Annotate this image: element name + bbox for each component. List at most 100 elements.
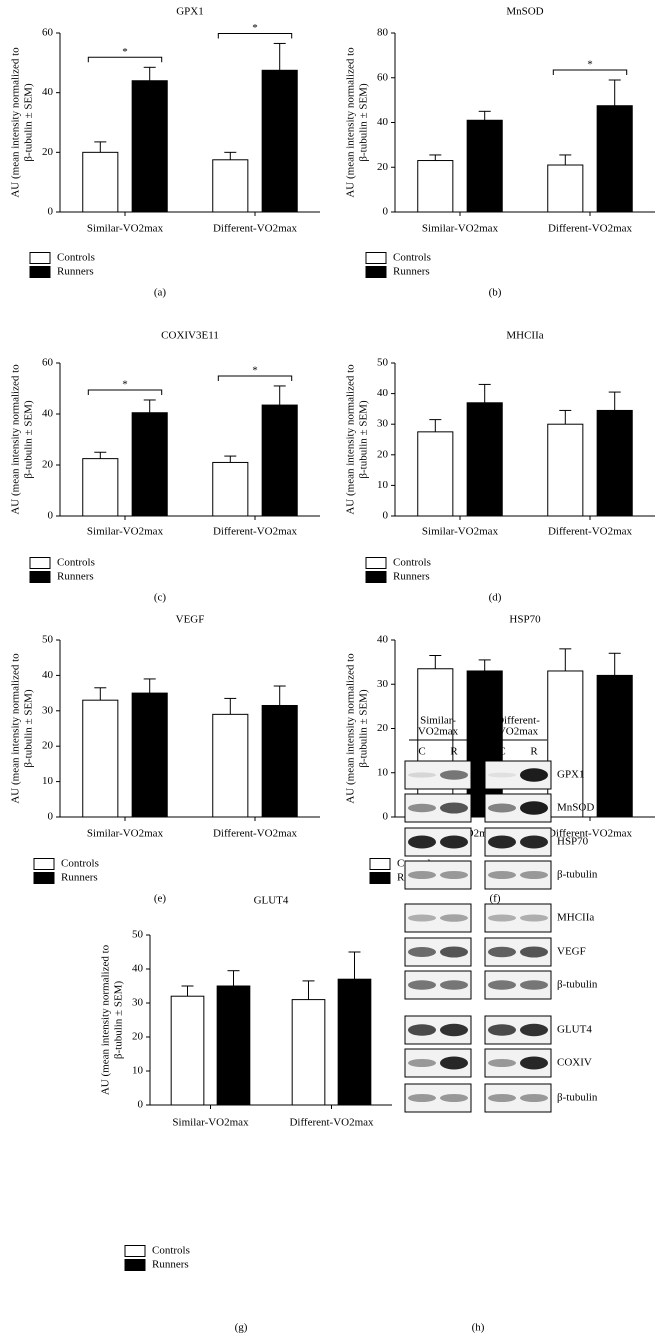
x-tick-label: Similar-VO2max [87,828,164,840]
blot-row-label: VEGF [557,946,586,958]
blot-row-label: GLUT4 [557,1024,592,1036]
blot-row-label: HSP70 [557,836,589,848]
blot-row-label: GPX1 [557,769,585,781]
significance-mark: * [122,46,128,58]
legend-label: Controls [393,252,431,264]
y-tick-label: 0 [48,206,54,218]
y-tick-label: 40 [42,408,54,420]
blot-band [408,803,436,813]
y-tick-label: 60 [42,27,54,39]
blot-band [440,770,468,780]
blot-box [404,1083,472,1113]
blot-band [488,1024,516,1036]
bar [466,402,503,517]
blot-band [440,871,468,879]
y-tick-label: 0 [383,510,389,522]
x-tick-label: Different-VO2max [213,828,298,840]
blot-band [488,946,516,958]
y-tick-label: 20 [42,740,54,752]
blot-band [520,1023,548,1037]
legend-swatch [124,1259,146,1271]
blot-band [440,914,468,922]
legend-swatch [33,872,55,884]
bar [131,80,168,213]
blot-band [520,801,548,815]
y-tick-label: 30 [377,418,389,430]
legend-swatch [29,557,51,569]
blot-band [408,1094,436,1102]
chart-title: GLUT4 [254,895,289,907]
blot-band [520,1056,548,1070]
y-tick-label: 20 [377,161,389,173]
legend-label: Runners [57,266,94,278]
blot-band [520,871,548,879]
bar [547,423,584,517]
bar [417,431,454,517]
y-axis-label: AU (mean intensity normalized to [345,364,357,515]
panel-label: (h) [472,1322,485,1334]
significance-bracket [87,389,163,395]
y-axis-label: β-tubulin ± SEM) [358,400,370,479]
blot-band [440,1094,468,1102]
blot-band [520,980,548,990]
bar [417,668,454,818]
significance-bracket [217,32,293,39]
bar [261,404,298,517]
blot-box [484,1083,552,1113]
chart-title: COXIV3E11 [161,330,219,342]
blot-band [408,772,436,778]
chart-title: HSP70 [509,614,541,626]
blot-band [488,772,516,778]
y-tick-label: 0 [383,206,389,218]
y-tick-label: 20 [42,459,54,471]
y-tick-label: 40 [377,634,389,646]
blot-lane-label: R [450,746,458,758]
blot-lane-label: C [498,746,505,758]
significance-bracket [217,375,293,381]
x-tick-label: Similar-VO2max [87,526,164,538]
blot-band [488,1094,516,1102]
legend-label: Runners [393,571,430,583]
y-tick-label: 20 [132,1031,144,1043]
blot-band [488,835,516,849]
blot-band [408,980,436,990]
x-tick-label: Different-VO2max [548,526,633,538]
chart-title: MHCIIa [506,330,543,342]
legend-swatch [365,557,387,569]
blot-band [440,1056,468,1070]
blot-group-label: Similar- [420,715,456,727]
blot-band [520,768,548,782]
significance-mark: * [587,59,593,71]
bar [131,412,168,517]
blot-band [520,835,548,849]
y-tick-label: 80 [377,27,389,39]
legend-swatch [365,571,387,583]
blot-band [408,914,436,922]
blot-box [484,760,552,790]
y-tick-label: 50 [132,929,144,941]
y-axis-label: AU (mean intensity normalized to [345,47,357,198]
blot-row-label: β-tubulin [557,979,598,991]
panel-label: (a) [154,287,167,299]
legend-swatch [29,252,51,264]
y-axis-label: AU (mean intensity normalized to [10,364,22,515]
y-tick-label: 10 [377,766,389,778]
y-tick-label: 60 [377,71,389,83]
bar [216,985,251,1106]
y-tick-label: 10 [132,1065,144,1077]
y-tick-label: 40 [377,116,389,128]
blot-box [404,793,472,823]
blot-row-label: MHCIIa [557,912,594,924]
bar [212,713,249,818]
y-tick-label: 0 [48,811,54,823]
blot-band [488,914,516,922]
bar [466,119,503,213]
y-tick-label: 40 [132,963,144,975]
blot-box [404,903,472,933]
y-tick-label: 0 [138,1099,144,1111]
significance-bracket [87,56,163,63]
blot-row-label: MnSOD [557,802,594,814]
legend-label: Controls [57,557,95,569]
blot-band [520,914,548,922]
x-tick-label: Different-VO2max [548,223,633,235]
